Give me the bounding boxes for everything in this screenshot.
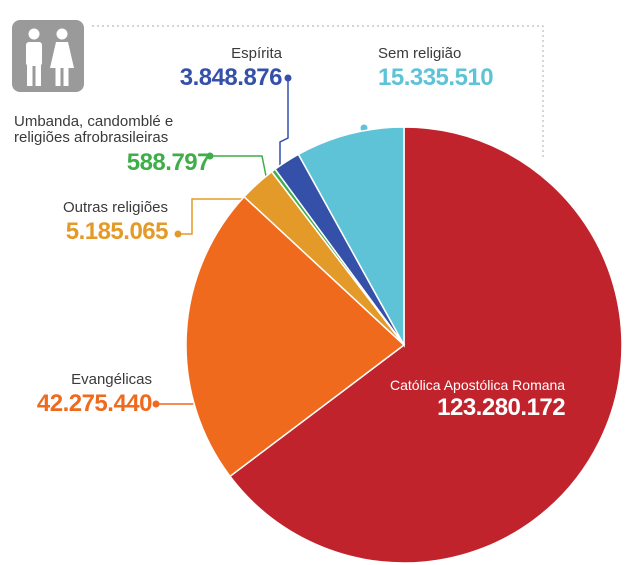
evangelicas-category-label: Evangélicas (71, 371, 152, 388)
outras-leader-line (178, 198, 252, 235)
espirita-label-group: Espírita 3.848.876 (170, 45, 283, 91)
espirita-category-label: Espírita (231, 45, 282, 62)
sem-religiao-category-label: Sem religião (378, 45, 462, 62)
catolica-value-label: 123.280.172 (437, 393, 566, 421)
outras-leader-dot (174, 230, 182, 238)
espirita-leader-dot (284, 74, 292, 82)
catolica-category-label: Católica Apostólica Romana (390, 377, 566, 393)
dotted-frame (92, 25, 544, 160)
evangelicas-label-group: Evangélicas 42.275.440 (10, 371, 153, 417)
sem-religiao-value-label: 15.335.510 (378, 63, 494, 91)
restroom-icon (12, 20, 84, 92)
umbanda-leader-dot (206, 152, 214, 160)
umbanda-category-label-line1: Umbanda, candomblé e (14, 113, 174, 130)
sem-religiao-label-group: Sem religião 15.335.510 (378, 45, 494, 91)
outras-value-label: 5.185.065 (65, 217, 169, 245)
umbanda-category-label-line2: religiões afrobrasileiras (14, 128, 169, 146)
espirita-value-label: 3.848.876 (179, 63, 283, 91)
evangelicas-leader-dot (152, 400, 160, 408)
catolica-label-group: Católica Apostólica Romana 123.280.172 (390, 377, 566, 421)
pie-slice-catolica (228, 126, 623, 564)
umbanda-label-group: Umbanda, candomblé e religiões afrobrasi… (14, 113, 211, 176)
pie-slice-sem-religiao (297, 126, 405, 348)
espirita-leader-line (279, 78, 289, 175)
umbanda-value-label: 588.797 (126, 148, 211, 176)
pie-slice-evangelicas (185, 195, 406, 478)
outras-category-label: Outras religiões (62, 199, 168, 216)
evangelicas-value-label: 42.275.440 (36, 389, 153, 417)
outras-label-group: Outras religiões 5.185.065 (30, 199, 169, 245)
